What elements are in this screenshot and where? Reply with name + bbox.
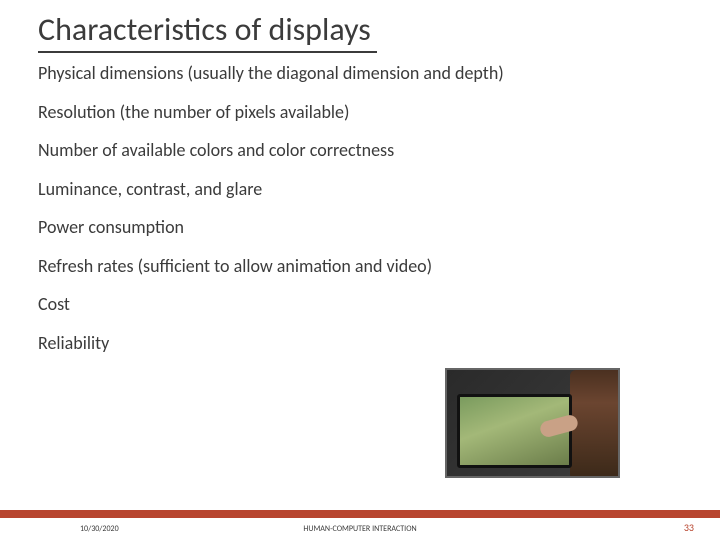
- slide: Characteristics of displays Physical dim…: [0, 0, 720, 540]
- list-item: Refresh rates (sufficient to allow anima…: [38, 255, 690, 278]
- list-item: Luminance, contrast, and glare: [38, 178, 690, 201]
- footer-accent-bar: [0, 510, 720, 518]
- display-photo: [445, 368, 620, 478]
- slide-body: Physical dimensions (usually the diagona…: [38, 62, 690, 370]
- list-item: Cost: [38, 293, 690, 316]
- list-item: Physical dimensions (usually the diagona…: [38, 62, 690, 85]
- list-item: Resolution (the number of pixels availab…: [38, 101, 690, 124]
- slide-title: Characteristics of displays: [38, 10, 377, 53]
- footer-title: HUMAN-COMPUTER INTERACTION: [0, 524, 720, 534]
- list-item: Power consumption: [38, 216, 690, 239]
- list-item: Number of available colors and color cor…: [38, 139, 690, 162]
- list-item: Reliability: [38, 332, 690, 355]
- footer-page-number: 33: [684, 521, 694, 534]
